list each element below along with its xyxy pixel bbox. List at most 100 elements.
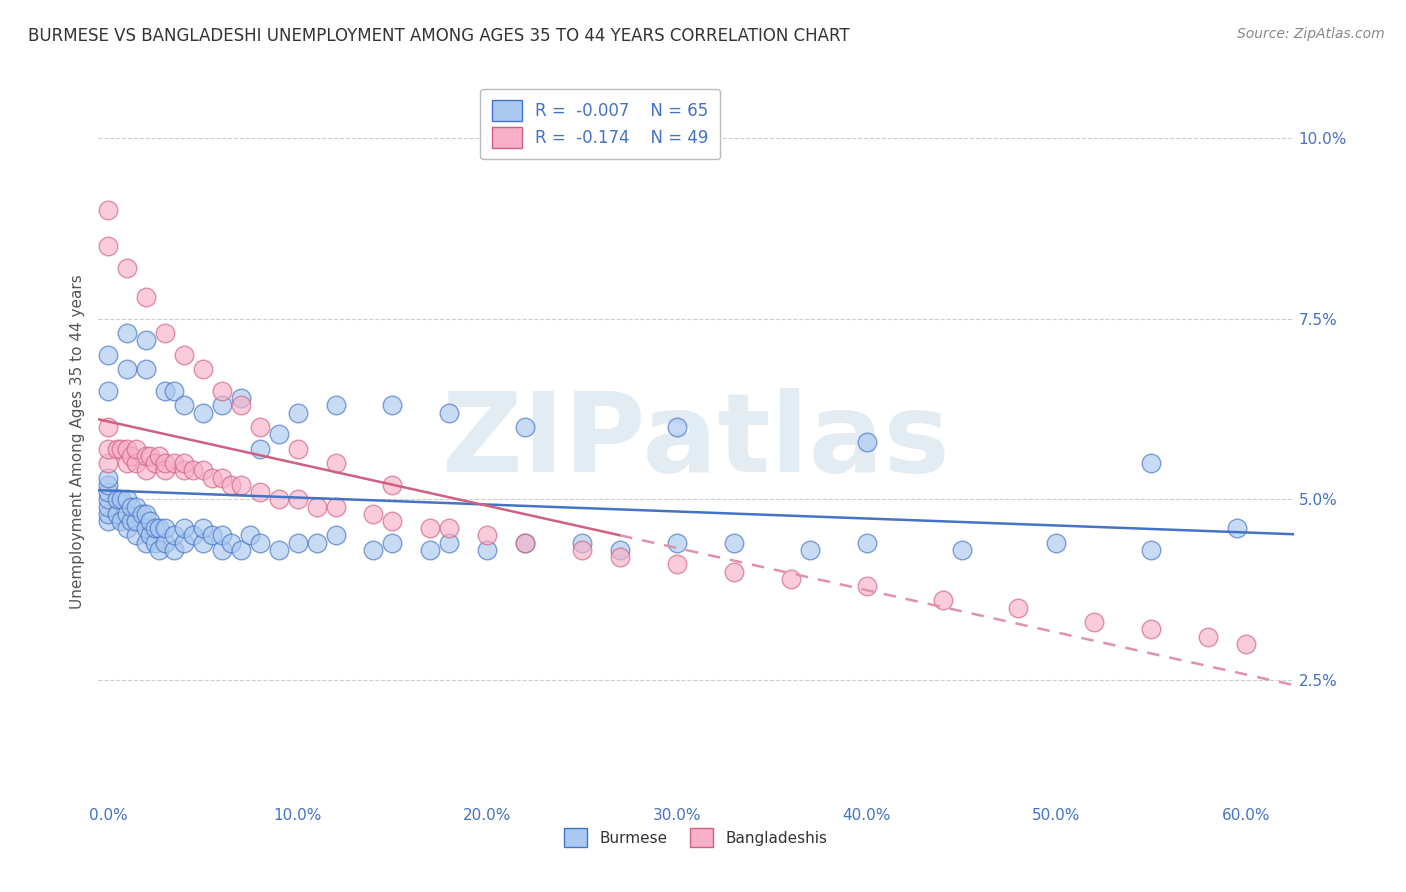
Point xyxy=(439,406,461,420)
Point xyxy=(267,427,290,442)
Point xyxy=(105,442,128,456)
Point xyxy=(143,521,166,535)
Point xyxy=(855,579,877,593)
Point xyxy=(125,514,148,528)
Point xyxy=(173,535,195,549)
Point xyxy=(97,492,120,507)
Point xyxy=(219,478,242,492)
Point xyxy=(173,521,195,535)
Point xyxy=(110,442,132,456)
Text: BURMESE VS BANGLADESHI UNEMPLOYMENT AMONG AGES 35 TO 44 YEARS CORRELATION CHART: BURMESE VS BANGLADESHI UNEMPLOYMENT AMON… xyxy=(28,27,849,45)
Point xyxy=(381,514,404,528)
Point xyxy=(120,500,142,514)
Point xyxy=(419,521,441,535)
Point xyxy=(229,398,252,412)
Point xyxy=(105,492,128,507)
Point xyxy=(135,507,157,521)
Point xyxy=(477,542,499,557)
Point xyxy=(115,261,138,276)
Point xyxy=(148,521,170,535)
Point xyxy=(229,542,252,557)
Point xyxy=(97,500,120,514)
Point xyxy=(173,348,195,362)
Point xyxy=(110,514,132,528)
Point xyxy=(201,471,224,485)
Legend: Burmese, Bangladeshis: Burmese, Bangladeshis xyxy=(558,822,834,853)
Point xyxy=(381,398,404,412)
Point xyxy=(115,456,138,470)
Point xyxy=(115,507,138,521)
Point xyxy=(249,535,271,549)
Point xyxy=(287,442,309,456)
Point xyxy=(120,449,142,463)
Point xyxy=(97,203,120,218)
Point xyxy=(1045,535,1067,549)
Point xyxy=(153,456,176,470)
Point xyxy=(115,442,138,456)
Point xyxy=(1226,521,1249,535)
Text: ZIPatlas: ZIPatlas xyxy=(441,388,950,495)
Point xyxy=(120,514,142,528)
Point xyxy=(138,449,160,463)
Y-axis label: Unemployment Among Ages 35 to 44 years: Unemployment Among Ages 35 to 44 years xyxy=(69,274,84,609)
Point xyxy=(173,463,195,477)
Point xyxy=(97,456,120,470)
Point xyxy=(97,348,120,362)
Point xyxy=(148,449,170,463)
Point xyxy=(211,398,233,412)
Point xyxy=(515,535,537,549)
Point xyxy=(191,463,214,477)
Point xyxy=(97,384,120,398)
Point xyxy=(131,507,153,521)
Point xyxy=(211,471,233,485)
Point xyxy=(125,456,148,470)
Point xyxy=(515,420,537,434)
Point xyxy=(135,463,157,477)
Point xyxy=(363,507,385,521)
Point xyxy=(115,326,138,341)
Point xyxy=(138,528,160,542)
Point xyxy=(153,535,176,549)
Point xyxy=(148,542,170,557)
Point xyxy=(325,528,347,542)
Point xyxy=(97,507,120,521)
Point xyxy=(1234,637,1257,651)
Point xyxy=(125,500,148,514)
Point xyxy=(163,384,186,398)
Point xyxy=(115,492,138,507)
Point xyxy=(1140,456,1163,470)
Point xyxy=(135,334,157,348)
Point xyxy=(143,456,166,470)
Point xyxy=(163,542,186,557)
Point xyxy=(97,420,120,434)
Point xyxy=(191,535,214,549)
Point xyxy=(110,492,132,507)
Point xyxy=(571,542,593,557)
Point xyxy=(125,442,148,456)
Point xyxy=(419,542,441,557)
Point xyxy=(191,406,214,420)
Point xyxy=(211,542,233,557)
Point xyxy=(239,528,262,542)
Point xyxy=(571,535,593,549)
Point xyxy=(191,521,214,535)
Point xyxy=(135,449,157,463)
Point xyxy=(666,420,689,434)
Point xyxy=(325,500,347,514)
Point xyxy=(723,565,745,579)
Point xyxy=(1140,542,1163,557)
Point xyxy=(153,384,176,398)
Point xyxy=(115,362,138,376)
Point xyxy=(97,485,120,500)
Point xyxy=(287,406,309,420)
Point xyxy=(381,535,404,549)
Point xyxy=(143,535,166,549)
Point xyxy=(363,542,385,557)
Point xyxy=(305,535,328,549)
Point xyxy=(1140,623,1163,637)
Text: Source: ZipAtlas.com: Source: ZipAtlas.com xyxy=(1237,27,1385,41)
Point xyxy=(249,442,271,456)
Point xyxy=(153,463,176,477)
Point xyxy=(201,528,224,542)
Point xyxy=(1197,630,1219,644)
